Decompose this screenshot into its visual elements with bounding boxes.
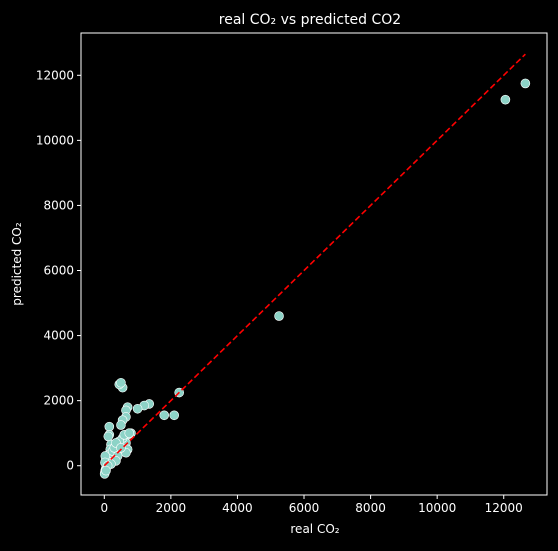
y-tick-label: 4000 — [43, 329, 74, 343]
x-tick-label: 12000 — [485, 501, 523, 515]
y-tick-label: 8000 — [43, 198, 74, 212]
x-tick-label: 6000 — [289, 501, 320, 515]
x-tick-label: 8000 — [355, 501, 386, 515]
scatter-point — [520, 78, 531, 89]
scatter-point — [159, 410, 170, 421]
scatter-point — [124, 428, 135, 438]
x-tick-label: 0 — [100, 501, 108, 515]
scatter-point — [116, 377, 126, 388]
y-tick-label: 10000 — [36, 133, 74, 147]
y-tick-label: 2000 — [43, 394, 74, 408]
scatter-point — [500, 94, 511, 105]
y-tick-label: 6000 — [43, 264, 74, 278]
scatter-point — [116, 420, 126, 430]
scatter-point — [274, 311, 284, 321]
scatter-point — [101, 465, 111, 476]
reference-line — [103, 53, 526, 467]
x-tick-label: 10000 — [418, 501, 456, 515]
x-tick-label: 4000 — [222, 501, 253, 515]
scatter-point — [169, 410, 179, 421]
plot-area: 0 2000 4000 6000 8000 10000 12000 0 2000 4000 6000… — [36, 32, 548, 515]
chart-title: real CO₂ vs predicted CO2 — [219, 12, 401, 28]
scatter-point — [104, 421, 115, 432]
scatter-point — [116, 443, 126, 453]
scatter-point — [103, 431, 114, 442]
axes-frame — [80, 32, 548, 496]
y-tick-label: 12000 — [36, 68, 74, 82]
scatter-point — [132, 403, 143, 414]
x-tick-label: 2000 — [156, 501, 187, 515]
y-axis-label: predicted CO₂ — [10, 222, 24, 306]
x-axis-label: real CO₂ — [290, 522, 339, 536]
y-tick-label: 0 — [66, 459, 74, 473]
